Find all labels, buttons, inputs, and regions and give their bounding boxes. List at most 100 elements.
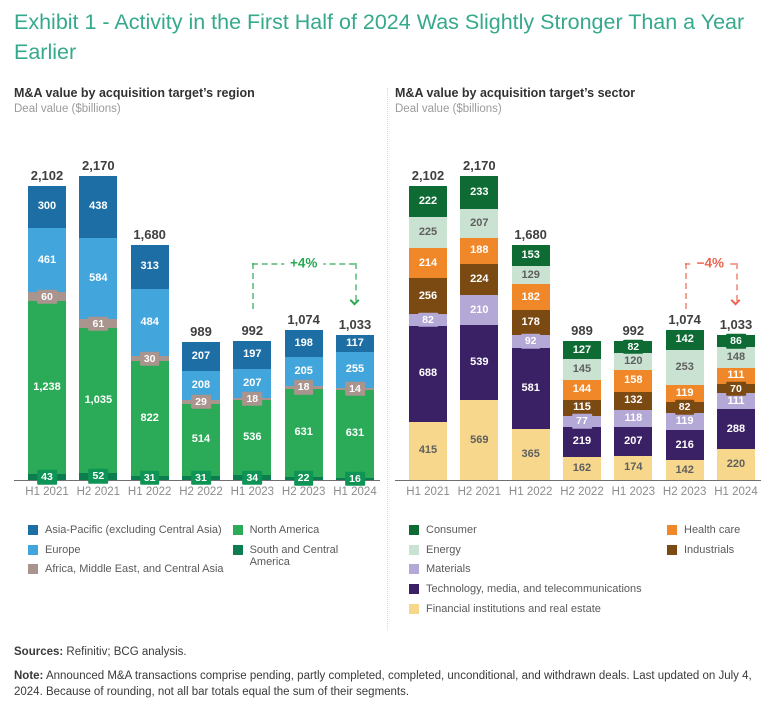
bar-segment-africa_me_ca: 14 (335, 381, 374, 396)
bar-segment-europe: 584 (79, 237, 118, 320)
legend-item-materials: Materials (409, 563, 667, 576)
bar-segment-materials: 111 (716, 393, 755, 409)
bar-segment-asia_pacific: 197 (233, 341, 272, 369)
legend-swatch (667, 544, 677, 555)
bar-segment-health_care: 158 (614, 369, 653, 392)
panel-divider (387, 88, 388, 630)
segment-value-badge: 18 (242, 391, 263, 407)
bar-segment-south_central_america: 16 (335, 471, 374, 487)
category-label: H2 2022 (179, 486, 223, 498)
bar-h2-2022: 989 127 145 144 115 77 219 162 (562, 141, 601, 480)
chart-subtitle-sector: Deal value ($billions) (395, 103, 502, 115)
segment-value-badge: 31 (139, 470, 160, 486)
segment-value-badge: 31 (191, 470, 211, 486)
bar-segment-north_america: 536 (233, 400, 272, 476)
chart-panel-region: M&A value by acquisition target’s region… (14, 86, 380, 583)
annotation-bracket-left (684, 263, 687, 309)
bar-segment-energy: 207 (460, 208, 499, 238)
legend-item-africa_me_ca: Africa, Middle East, and Central Asia (28, 563, 233, 576)
stacked-bar: 197 207 18 536 34 (233, 341, 272, 485)
bar-segment-consumer: 233 (460, 176, 499, 209)
legend-label: Health care (684, 524, 741, 536)
bar-segment-asia_pacific: 198 (284, 329, 323, 358)
bar-h1-2023: 992 197 207 18 536 34 (233, 141, 272, 485)
bar-h2-2022: 989 207 208 29 514 31 (181, 141, 220, 486)
bar-segment-north_america: 1,035 (79, 327, 118, 473)
bar-segment-health_care: 119 (665, 385, 704, 402)
category-label: H1 2023 (611, 486, 656, 498)
legend-item-health_care: Health care (667, 524, 740, 537)
bar-segment-tmt: 688 (409, 325, 447, 422)
bar-segment-health_care: 182 (511, 284, 550, 310)
bar-segment-industrials: 82 (665, 400, 704, 415)
legend-label: Industrials (684, 543, 735, 556)
bar-total-label: 1,680 (514, 226, 547, 242)
footer: Sources: Refinitiv; BCG analysis. Note: … (14, 644, 756, 708)
bar-segment-energy: 145 (562, 359, 601, 380)
bar-segment-tmt: 581 (511, 347, 550, 429)
legend-label: Technology, media, and telecommunication… (426, 582, 642, 595)
category-label: H1 2024 (333, 486, 377, 498)
bar-segment-north_america: 822 (130, 360, 169, 476)
legend-swatch (409, 525, 419, 535)
segment-value-badge: 61 (88, 316, 109, 331)
bar-segment-consumer: 82 (614, 339, 653, 355)
bar-segment-south_central_america: 43 (28, 469, 66, 485)
bar-h1-2023: 992 82 120 158 132 118 207 174 (614, 141, 653, 480)
stacked-bar: 153 129 182 178 92 581 365 (511, 244, 550, 480)
annotation-bracket-right (354, 263, 357, 301)
category-label: H2 2021 (76, 486, 121, 498)
segment-value-badge: 30 (139, 351, 160, 366)
bar-segment-consumer: 153 (511, 244, 550, 267)
legend-swatch (28, 564, 38, 575)
segment-value-badge: 43 (37, 469, 57, 485)
bar-total-label: 1,074 (668, 311, 701, 327)
bar-segment-tmt: 539 (460, 324, 499, 401)
stacked-bar: 198 205 18 631 22 (284, 329, 323, 486)
bar-segment-financial: 162 (562, 457, 601, 480)
bar-h1-2024: 1,033 117 255 14 631 16 (335, 141, 374, 487)
legend-item-consumer: Consumer (409, 524, 667, 537)
bar-segment-africa_me_ca: 18 (284, 380, 323, 395)
legend-region: Asia-Pacific (excluding Central Asia) Eur… (14, 524, 380, 583)
segment-value-badge: 18 (293, 380, 314, 395)
category-label: H2 2021 (457, 486, 502, 498)
legend-item-europe: Europe (28, 544, 233, 557)
legend-label: Asia-Pacific (excluding Central Asia) (45, 524, 222, 536)
legend-column: Health care Industrials (667, 524, 740, 622)
legend-label: Europe (45, 543, 81, 556)
segment-value-badge: 70 (726, 381, 746, 396)
bar-h2-2021: 2,170 233 207 188 224 210 539 569 (460, 141, 499, 480)
legend-label: South and Central America (249, 543, 339, 569)
bar-total-label: 992 (622, 323, 645, 339)
stacked-bar: 86 148 111 70 111 288 220 (716, 334, 755, 480)
chart-subtitle-region: Deal value ($billions) (14, 103, 121, 115)
note-line: Note: Announced M&A transactions compris… (14, 668, 756, 701)
bar-segment-financial: 415 (409, 421, 447, 480)
category-label: H2 2022 (560, 486, 604, 498)
stacked-bar: 127 145 144 115 77 219 162 (562, 341, 601, 480)
annotation-bracket-right (735, 263, 738, 301)
bar-h2-2021: 2,170 438 584 61 1,035 52 (79, 141, 118, 484)
bar-segment-financial: 365 (511, 428, 550, 480)
segment-value-badge: 22 (293, 471, 314, 486)
bar-segment-financial: 569 (460, 400, 499, 480)
legend-item-energy: Energy (409, 544, 667, 557)
stacked-bar: 142 253 119 82 119 216 142 (665, 329, 704, 480)
legend-column: Consumer Energy Materials Technology, media… (409, 524, 667, 622)
bar-segment-materials: 119 (665, 413, 704, 430)
bar-total-label: 2,170 (463, 158, 496, 174)
bar-segment-financial: 142 (665, 460, 704, 480)
stacked-bar: 438 584 61 1,035 52 (79, 176, 118, 484)
legend-sector: Consumer Energy Materials Technology, media… (395, 524, 761, 622)
bar-segment-europe: 461 (28, 227, 66, 293)
chart-panel-sector: M&A value by acquisition target’s sector… (395, 86, 761, 622)
legend-column: Asia-Pacific (excluding Central Asia) Eur… (28, 524, 233, 583)
bar-segment-consumer: 127 (562, 341, 601, 360)
bar-h1-2021: 2,102 300 461 60 1,238 43 (28, 141, 66, 485)
bar-segment-north_america: 514 (181, 403, 220, 476)
legend-swatch (232, 544, 243, 555)
sources-line: Sources: Refinitiv; BCG analysis. (14, 644, 756, 661)
bar-segment-south_central_america: 34 (233, 470, 272, 485)
category-label: H1 2021 (25, 486, 69, 498)
